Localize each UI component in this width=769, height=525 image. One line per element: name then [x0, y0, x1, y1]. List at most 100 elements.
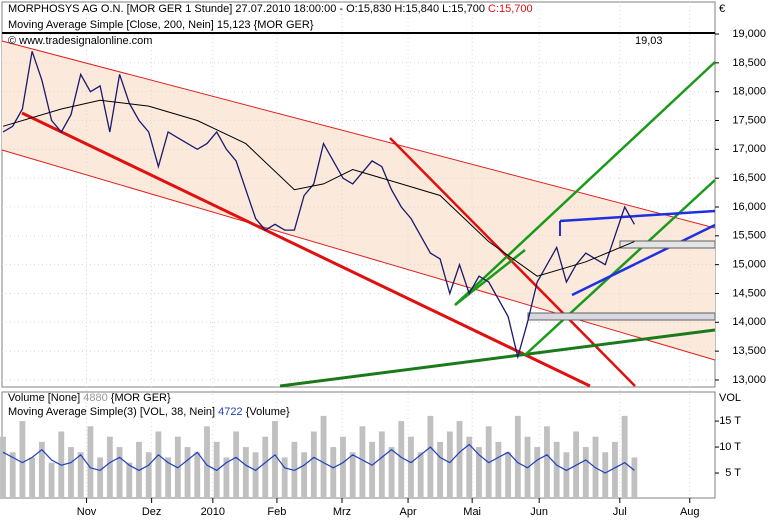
copyright: © www.tradesignalonline.com: [8, 35, 152, 47]
grid: [2, 2, 715, 498]
trend-line: [571, 223, 716, 297]
level-label: 19,03: [635, 35, 663, 47]
x-tick-label: Jun: [530, 506, 548, 518]
volume-bar: [408, 436, 414, 499]
axis-label: VOL: [719, 392, 741, 404]
volume-bar: [495, 441, 502, 499]
volume-bar: [359, 426, 366, 499]
x-tick-label: Mai: [463, 506, 481, 518]
vma-suffix: {Volume}: [246, 406, 290, 418]
vma-header: Moving Average Simple(3) [VOL, 38, Nein]…: [8, 406, 290, 418]
x-tick-label: Mrz: [333, 506, 351, 518]
header: MORPHOSYS AG O.N. [MOR GER 1 Stunde] 27.…: [8, 3, 533, 15]
y-tick-label: 15,000: [732, 259, 766, 271]
y-tick-label: 13,000: [732, 374, 766, 386]
x-tick-label: 2010: [201, 506, 225, 518]
volume-bar: [0, 436, 6, 499]
volume-bar: [242, 447, 249, 499]
volume-bar: [126, 462, 133, 499]
volume-bar: [233, 431, 240, 499]
y-tick-label: 15,500: [732, 230, 766, 242]
x-tick-label: Jul: [613, 506, 627, 518]
y-tick-label: 5 T: [725, 467, 741, 479]
volume-bar: [320, 415, 327, 499]
currency: €: [719, 3, 725, 15]
volume-bar: [145, 452, 152, 499]
volume-bar: [378, 431, 385, 499]
volume-bar: [204, 426, 210, 499]
y-tick-label: 18,000: [732, 86, 766, 98]
volume-bar: [476, 447, 482, 499]
volume-bar: [77, 452, 84, 499]
price-line: [2, 99, 635, 277]
volume-bar: [68, 447, 74, 499]
zone: [527, 312, 716, 321]
volume-bar: [97, 457, 104, 499]
volume-bar: [272, 421, 278, 499]
volume-bar: [9, 452, 16, 499]
volume-bar: [340, 436, 346, 499]
volume-bar: [281, 457, 288, 499]
volume-bar: [544, 426, 550, 499]
volume-value: 4880: [83, 392, 107, 404]
trend-line: [454, 61, 716, 306]
x-tick-label: Dez: [142, 506, 162, 518]
volume-bar: [116, 447, 123, 499]
volume-bar: [621, 415, 628, 499]
volume-bar: [398, 421, 405, 499]
volume-bar: [301, 452, 308, 499]
ma-label: Moving Average Simple [Close, 200, Nein]…: [8, 19, 314, 31]
close-label: C:15,700: [488, 3, 533, 15]
volume-bar: [602, 452, 609, 499]
channel-lower: [1, 149, 716, 361]
volume-bar: [252, 452, 259, 499]
volume-bar: [106, 436, 113, 499]
volume-bar: [155, 431, 162, 499]
volume-bar: [38, 441, 45, 499]
volume-bar: [223, 457, 230, 499]
volume-ma-line: [2, 443, 635, 474]
volume-bar: [165, 457, 172, 499]
volume-bar: [534, 447, 541, 499]
x-tick-label: Feb: [267, 506, 286, 518]
volume-bar: [194, 452, 201, 499]
volume-bar: [262, 436, 269, 499]
y-tick-label: 17,000: [732, 143, 766, 155]
volume-bar: [427, 415, 434, 499]
trend-line: [21, 111, 591, 388]
volume-bar: [631, 457, 638, 499]
volume-bar: [330, 447, 337, 499]
volume-bar: [349, 452, 356, 499]
y-tick-label: 16,500: [732, 172, 766, 184]
vma-value: 4722: [218, 406, 242, 418]
y-tick-label: 13,500: [732, 345, 766, 357]
channel-fill: [2, 41, 715, 360]
volume-bar: [466, 436, 473, 499]
volume-label: Volume [None]: [8, 392, 80, 404]
y-tick-label: 18,500: [732, 57, 766, 69]
trend-line: [279, 328, 716, 388]
y-tick-label: 14,000: [732, 316, 766, 328]
volume-suffix: {MOR GER}: [111, 392, 171, 404]
price-line: [2, 51, 635, 360]
volume-bar: [553, 441, 560, 499]
volume-bar: [19, 421, 26, 499]
volume-bar: [456, 421, 463, 499]
y-tick-label: 19,000: [732, 28, 766, 40]
trend-lines: [1, 32, 716, 388]
channel-upper: [1, 40, 716, 229]
vma-label: Moving Average Simple(3) [VOL, 38, Nein]: [8, 406, 215, 418]
volume-bar: [563, 452, 570, 499]
y-tick-label: 15 T: [719, 415, 741, 427]
volume-bar: [582, 447, 589, 499]
y-tick-label: 16,000: [732, 201, 766, 213]
x-tick-label: Apr: [399, 506, 416, 518]
volume-bar: [446, 431, 453, 499]
trend-line: [559, 209, 716, 223]
volume-bar: [612, 441, 618, 499]
volume-bars: [0, 415, 638, 499]
volume-bar: [388, 447, 395, 499]
volume-bar: [505, 452, 512, 499]
volume-bar: [310, 431, 317, 499]
